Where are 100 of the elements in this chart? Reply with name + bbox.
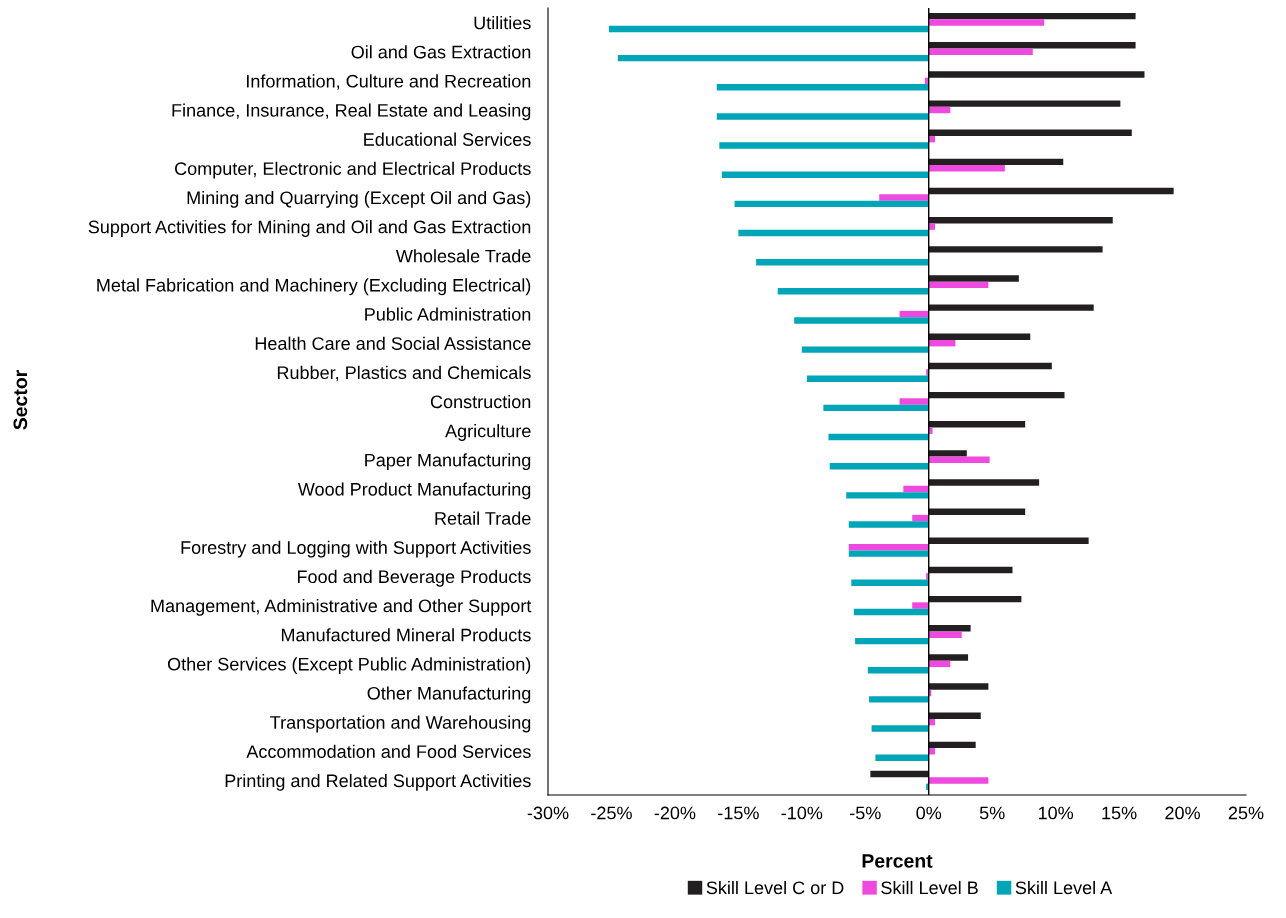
x-tick-label: -25% [591,806,632,820]
bar [928,777,989,784]
bar [848,521,929,528]
bar [928,158,1064,166]
x-axis-title: Percent [862,854,933,868]
bar [928,427,933,434]
x-tick-label: 25% [1228,806,1264,820]
bar [853,608,929,616]
bar [928,625,971,632]
y-tick-label: Information, Culture and Recreation [246,74,531,90]
bar [928,165,1005,172]
bar [867,667,929,674]
bar [928,223,936,230]
bar [928,187,1174,195]
y-tick-label: Educational Services [364,132,531,146]
x-tick-label: -30% [527,806,569,820]
x-tick-label: -15% [718,806,759,820]
bar [829,463,929,470]
bar [828,433,929,441]
bar [928,216,1113,224]
bar [928,246,1103,253]
y-tick-label: Forestry and Logging with Support Activities [181,540,531,558]
y-tick-label: Paper Manufacturing [365,453,531,471]
bar [928,595,1022,603]
bar [738,229,929,237]
bar [928,333,1031,340]
y-tick-label: Support Activities for Mining and Oil and Gas Extraction [88,220,531,237]
bar [912,514,929,522]
bar [721,171,929,178]
y-axis-title: Sector [13,370,28,430]
y-tick-label: Rubber, Plastics and Chemicals [277,365,531,382]
x-tick-label: 10% [1038,806,1074,820]
y-tick-label: Transportation and Warehousing [270,715,531,733]
x-tick-label: 20% [1165,806,1200,820]
y-tick-label: Wholesale Trade [395,249,531,263]
bar [716,113,929,120]
bar [928,304,1094,311]
bar [928,275,1019,282]
bar [928,456,990,463]
x-tick-label: -5% [850,806,881,820]
x-tick-label: 0% [916,806,942,820]
y-tick-label: Accommodation and Food Services [246,744,531,758]
y-tick-label: Agriculture [445,424,531,441]
bar [869,696,929,703]
bar [928,48,1033,55]
bar [928,281,989,289]
bar [794,317,929,324]
bar [928,362,1052,370]
x-tick-label: 15% [1102,806,1137,820]
y-tick-label: Health Care and Social Assistance [255,336,531,350]
y-tick-label: Food and Beverage Products [297,569,531,587]
bar [871,725,929,732]
bar [823,404,929,412]
y-tick-label: Oil and Gas Extraction [351,45,531,59]
y-tick-label: Utilities [474,16,531,30]
bar [928,479,1040,486]
bar [928,683,989,690]
bar [855,637,929,645]
bar [806,375,929,382]
bar [928,421,1026,428]
legend-label: Skill Level A [1015,880,1113,895]
bar [928,42,1136,49]
bar [875,754,929,761]
bar [928,537,1089,545]
bar [899,310,929,318]
y-tick-label: Mining and Quarrying (Except Oil and Gas) [187,190,531,208]
y-tick-label: Management, Administrative and Other Support [151,598,532,616]
bar [928,19,1045,26]
legend-label: Skill Level C or D [706,880,844,895]
y-tick-label: Other Services (Except Public Administration) [167,657,531,675]
y-tick-label: Printing and Related Support Activities [225,773,531,791]
y-tick-label: Finance, Insurance, Real Estate and Leasing [172,103,531,121]
bar [851,579,929,587]
x-tick-label: -10% [781,806,823,820]
y-tick-label: Retail Trade [435,511,531,525]
legend-label: Skill Level B [881,880,978,895]
x-tick-label: -20% [654,806,696,820]
y-tick-label: Manufactured Mineral Products [281,628,531,642]
bar [848,544,929,551]
bar [734,200,929,208]
bar [903,485,929,493]
y-tick-label: Metal Fabrication and Machinery (Excluding Electrical) [97,278,531,296]
bar [928,654,969,661]
bar [879,194,929,201]
y-tick-label: Public Administration [365,307,531,321]
bar [846,492,929,499]
bar [928,391,1065,399]
bar [928,340,956,347]
bar [870,770,929,778]
bar [928,566,1013,574]
y-tick-label: Other Manufacturing [367,686,531,704]
bar [928,660,951,668]
bar [928,450,967,457]
x-tick-label: 5% [979,806,1005,820]
bar [928,106,951,114]
bar [928,741,976,749]
bar [928,12,1136,20]
y-tick-label: Construction [430,394,531,409]
bar [912,602,929,609]
y-tick-label: Computer, Electronic and Electrical Products [175,161,531,179]
